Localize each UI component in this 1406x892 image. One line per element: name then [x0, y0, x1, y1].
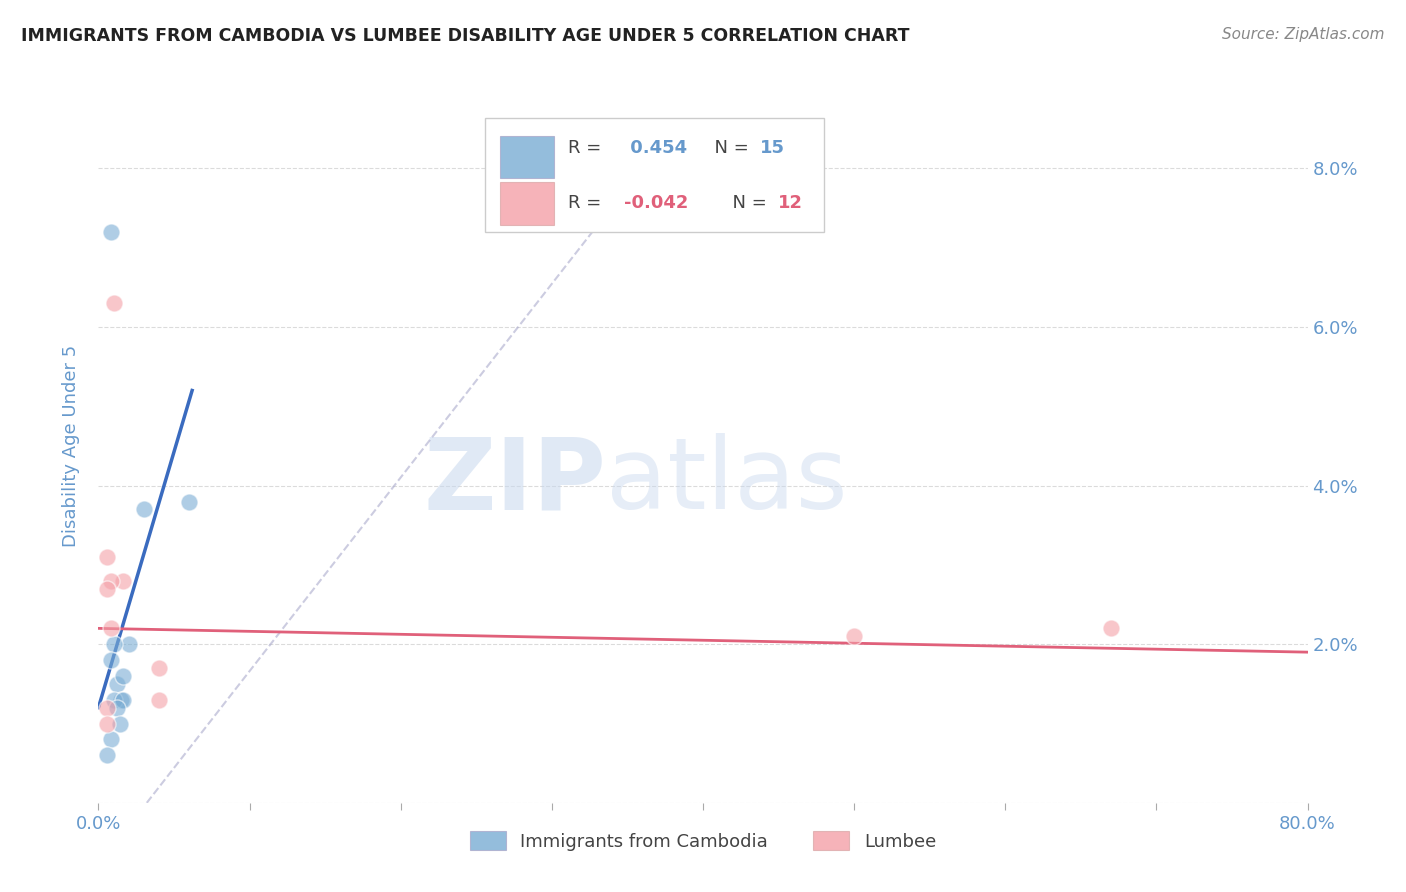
- Point: [108, 716, 131, 731]
- Point: [132, 502, 155, 516]
- Point: [103, 692, 125, 706]
- Point: [100, 225, 122, 239]
- Text: R =: R =: [568, 139, 606, 157]
- Text: ZIP: ZIP: [423, 434, 606, 530]
- Point: [111, 692, 134, 706]
- Point: [148, 692, 170, 706]
- Point: [100, 653, 122, 667]
- Text: IMMIGRANTS FROM CAMBODIA VS LUMBEE DISABILITY AGE UNDER 5 CORRELATION CHART: IMMIGRANTS FROM CAMBODIA VS LUMBEE DISAB…: [21, 27, 910, 45]
- Point: [100, 732, 122, 747]
- Point: [103, 637, 125, 651]
- Point: [96, 716, 118, 731]
- Point: [148, 661, 170, 675]
- Point: [105, 677, 128, 691]
- Point: [1099, 621, 1122, 635]
- Point: [111, 574, 134, 588]
- Text: 12: 12: [778, 194, 803, 212]
- Text: atlas: atlas: [606, 434, 848, 530]
- FancyBboxPatch shape: [485, 118, 824, 232]
- Bar: [501, 136, 554, 178]
- Text: N =: N =: [721, 194, 773, 212]
- Text: N =: N =: [703, 139, 755, 157]
- Text: 0.454: 0.454: [624, 139, 688, 157]
- Bar: [501, 182, 554, 225]
- Point: [96, 748, 118, 763]
- Point: [96, 582, 118, 596]
- Point: [100, 621, 122, 635]
- Text: -0.042: -0.042: [624, 194, 689, 212]
- Text: R =: R =: [568, 194, 606, 212]
- Point: [111, 669, 134, 683]
- Point: [105, 700, 128, 714]
- Y-axis label: Disability Age Under 5: Disability Age Under 5: [62, 345, 80, 547]
- Text: 15: 15: [759, 139, 785, 157]
- Point: [100, 574, 122, 588]
- Text: Source: ZipAtlas.com: Source: ZipAtlas.com: [1222, 27, 1385, 42]
- Point: [118, 637, 141, 651]
- Point: [103, 296, 125, 310]
- Legend: Immigrants from Cambodia, Lumbee: Immigrants from Cambodia, Lumbee: [463, 824, 943, 858]
- Point: [844, 629, 866, 643]
- Point: [96, 700, 118, 714]
- Point: [179, 494, 201, 508]
- Point: [96, 549, 118, 564]
- Point: [110, 692, 132, 706]
